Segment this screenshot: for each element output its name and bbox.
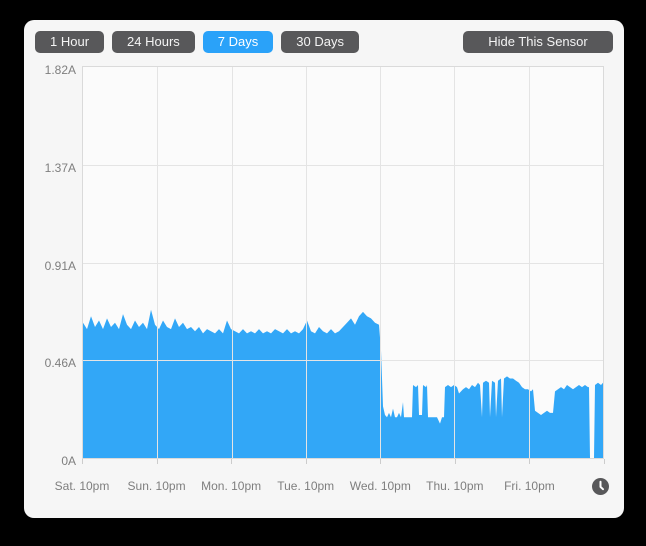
horizontal-gridline — [83, 262, 603, 264]
x-tick-label: Fri. 10pm — [504, 479, 555, 493]
sensor-chart-window: 1 Hour 24 Hours 7 Days 30 Days Hide This Se… — [24, 20, 624, 518]
x-tick-mark — [156, 459, 158, 464]
x-tick-label: Thu. 10pm — [426, 479, 484, 493]
x-tick-mark — [454, 459, 456, 464]
x-axis-ticks — [82, 459, 605, 464]
area-series-path — [83, 309, 603, 458]
range-button-1-hour[interactable]: 1 Hour — [35, 31, 105, 53]
x-tick-mark — [604, 459, 605, 464]
y-tick-label: 0.46A — [44, 356, 76, 371]
clock-icon[interactable] — [592, 478, 609, 495]
x-tick-mark — [82, 459, 83, 464]
hide-this-sensor-button[interactable]: Hide This Sensor — [463, 31, 613, 53]
x-tick-mark — [231, 459, 233, 464]
x-tick-label: Sun. 10pm — [127, 479, 186, 493]
y-tick-label: 0A — [61, 454, 76, 468]
y-tick-label: 0.91A — [44, 258, 76, 273]
x-axis-labels: Sat. 10pm Sun. 10pm Mon. 10pm Tue. 10pm Wed.… — [55, 479, 604, 494]
horizontal-gridline — [83, 360, 603, 362]
vertical-gridline — [528, 67, 530, 458]
vertical-gridline — [157, 67, 159, 458]
x-tick-mark — [529, 459, 531, 464]
x-tick-label: Wed. 10pm — [349, 479, 411, 493]
x-tick-label: Tue. 10pm — [277, 479, 335, 493]
range-button-24-hours[interactable]: 24 Hours — [112, 31, 195, 53]
toolbar: 1 Hour 24 Hours 7 Days 30 Days Hide This Se… — [35, 31, 613, 53]
range-button-30-days[interactable]: 30 Days — [281, 31, 359, 53]
y-tick-label: 1.37A — [44, 160, 76, 175]
vertical-gridline — [231, 67, 233, 458]
x-tick-mark — [305, 459, 307, 464]
x-tick-label: Mon. 10pm — [201, 479, 262, 493]
x-tick-label: Sat. 10pm — [54, 479, 110, 493]
plot-area — [82, 66, 604, 459]
range-button-7-days[interactable]: 7 Days — [202, 31, 274, 53]
vertical-gridline — [305, 67, 307, 458]
y-tick-label: 1.82A — [44, 63, 76, 77]
clock-icon-glyph — [592, 478, 609, 495]
vertical-gridline — [454, 67, 456, 458]
horizontal-gridline — [83, 164, 603, 166]
x-tick-mark — [380, 459, 382, 464]
current-area-chart — [83, 309, 603, 458]
vertical-gridline — [380, 67, 382, 458]
time-range-button-group: 1 Hour 24 Hours 7 Days 30 Days — [35, 31, 359, 53]
y-axis-labels: 1.82A 1.37A 0.91A 0.46A 0A — [24, 63, 76, 468]
